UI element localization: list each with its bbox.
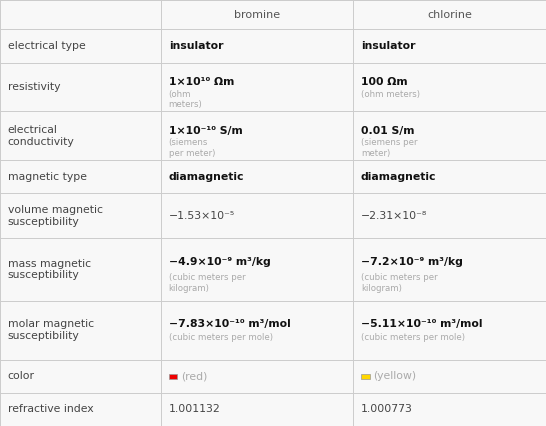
Text: −7.83×10⁻¹⁰ m³/mol: −7.83×10⁻¹⁰ m³/mol (169, 319, 290, 328)
Text: (cubic meters per
kilogram): (cubic meters per kilogram) (361, 273, 437, 293)
Text: (cubic meters per
kilogram): (cubic meters per kilogram) (169, 273, 245, 293)
Text: diamagnetic: diamagnetic (169, 172, 244, 182)
Bar (361, 374, 370, 379)
Text: bromine: bromine (234, 10, 280, 20)
Text: (ohm
meters): (ohm meters) (169, 89, 203, 109)
Text: (siemens per
meter): (siemens per meter) (361, 138, 417, 158)
Text: mass magnetic
susceptibility: mass magnetic susceptibility (8, 259, 91, 280)
Text: molar magnetic
susceptibility: molar magnetic susceptibility (8, 320, 94, 341)
Text: insulator: insulator (169, 41, 223, 51)
Text: (ohm meters): (ohm meters) (361, 89, 420, 99)
Text: −1.53×10⁻⁵: −1.53×10⁻⁵ (169, 211, 235, 221)
Text: −2.31×10⁻⁸: −2.31×10⁻⁸ (361, 211, 427, 221)
Text: resistivity: resistivity (8, 82, 60, 92)
Text: −5.11×10⁻¹⁰ m³/mol: −5.11×10⁻¹⁰ m³/mol (361, 319, 483, 328)
Text: magnetic type: magnetic type (8, 172, 87, 182)
Text: color: color (8, 371, 34, 381)
Text: diamagnetic: diamagnetic (361, 172, 436, 182)
Text: 100 Ωm: 100 Ωm (361, 77, 407, 87)
Text: chlorine: chlorine (427, 10, 472, 20)
Text: 1.001132: 1.001132 (169, 404, 221, 414)
Text: −7.2×10⁻⁹ m³/kg: −7.2×10⁻⁹ m³/kg (361, 257, 463, 267)
Text: (cubic meters per mole): (cubic meters per mole) (169, 334, 272, 343)
Text: refractive index: refractive index (8, 404, 93, 414)
Text: 1.000773: 1.000773 (361, 404, 413, 414)
Text: (siemens
per meter): (siemens per meter) (169, 138, 215, 158)
Text: 0.01 S/m: 0.01 S/m (361, 126, 414, 136)
Text: (yellow): (yellow) (373, 371, 417, 381)
Text: (red): (red) (181, 371, 207, 381)
Text: electrical
conductivity: electrical conductivity (8, 125, 74, 147)
Text: −4.9×10⁻⁹ m³/kg: −4.9×10⁻⁹ m³/kg (169, 257, 270, 267)
Bar (169, 374, 177, 379)
Text: volume magnetic
susceptibility: volume magnetic susceptibility (8, 205, 103, 227)
Text: insulator: insulator (361, 41, 416, 51)
Text: (cubic meters per mole): (cubic meters per mole) (361, 334, 465, 343)
Text: 1×10⁻¹⁰ S/m: 1×10⁻¹⁰ S/m (169, 126, 242, 136)
Text: electrical type: electrical type (8, 41, 85, 51)
Text: 1×10¹⁰ Ωm: 1×10¹⁰ Ωm (169, 77, 234, 87)
